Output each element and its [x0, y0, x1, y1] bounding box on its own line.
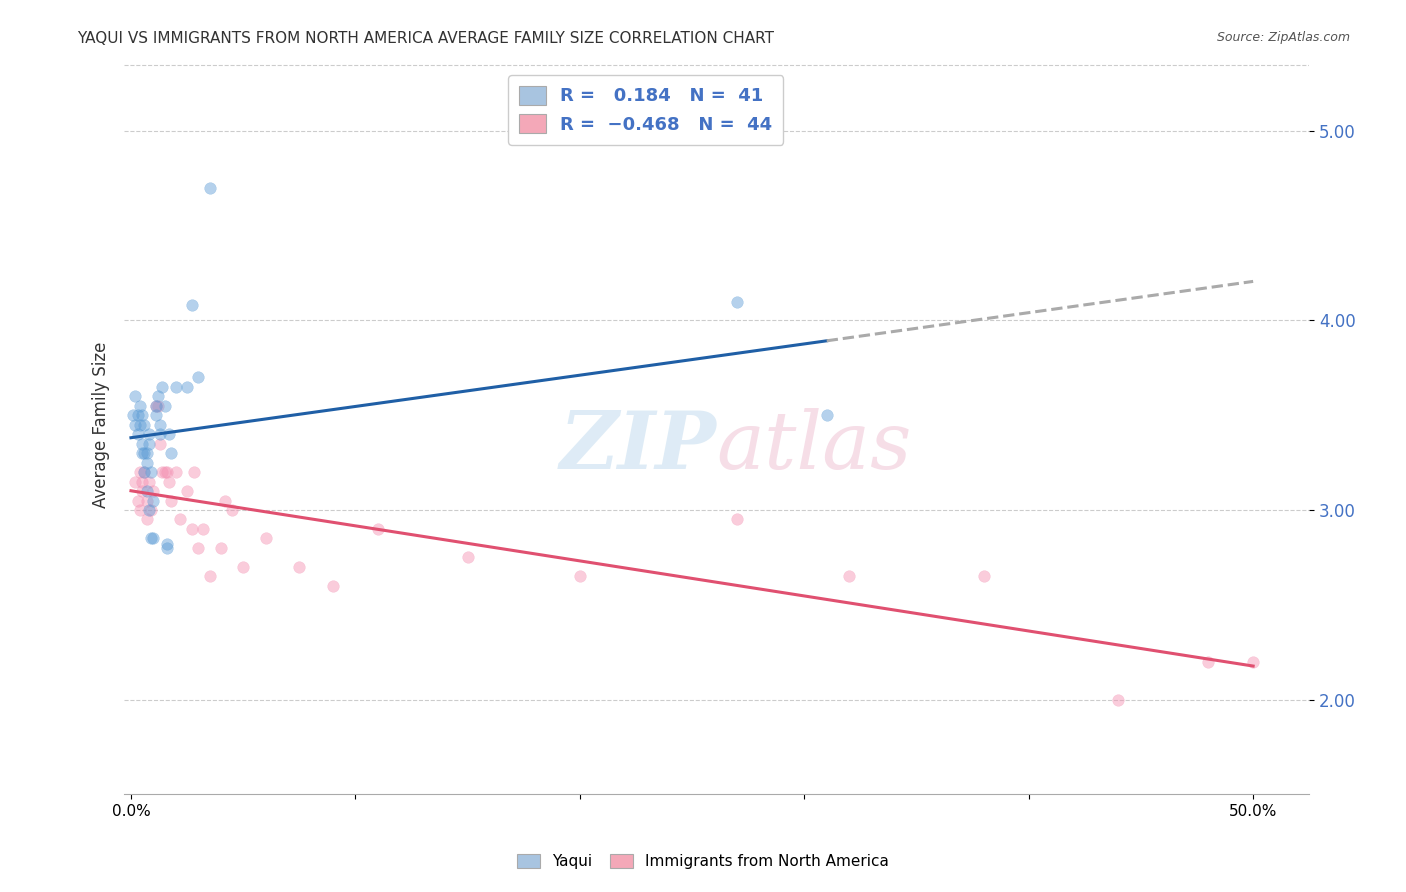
Point	[135, 456, 157, 470]
Point	[209, 541, 232, 555]
Point	[127, 493, 149, 508]
Point	[180, 298, 202, 312]
Text: YAQUI VS IMMIGRANTS FROM NORTH AMERICA AVERAGE FAMILY SIZE CORRELATION CHART: YAQUI VS IMMIGRANTS FROM NORTH AMERICA A…	[77, 31, 775, 46]
Point	[156, 465, 179, 479]
Point	[134, 417, 156, 432]
Text: atlas: atlas	[717, 409, 912, 485]
Point	[124, 389, 146, 403]
Point	[815, 409, 838, 423]
Point	[150, 465, 173, 479]
Point	[221, 503, 243, 517]
Point	[176, 380, 198, 394]
Point	[131, 475, 153, 489]
Point	[142, 493, 165, 508]
Point	[165, 380, 187, 394]
Point	[149, 427, 172, 442]
Point	[146, 399, 169, 413]
Point	[138, 503, 160, 517]
Point	[156, 541, 179, 555]
Point	[176, 484, 198, 499]
Point	[131, 409, 153, 423]
Point	[169, 512, 191, 526]
Point	[134, 465, 156, 479]
Point	[142, 532, 165, 546]
Point	[153, 465, 176, 479]
Point	[124, 475, 146, 489]
Text: ZIP: ZIP	[560, 409, 717, 485]
Text: Source: ZipAtlas.com: Source: ZipAtlas.com	[1216, 31, 1350, 45]
Point	[129, 399, 152, 413]
Point	[187, 541, 209, 555]
Point	[122, 409, 145, 423]
Point	[146, 389, 169, 403]
Point	[288, 559, 311, 574]
Point	[135, 493, 157, 508]
Point	[127, 409, 149, 423]
Point	[214, 493, 236, 508]
Point	[131, 484, 153, 499]
Point	[138, 427, 160, 442]
Point	[156, 537, 179, 551]
Point	[568, 569, 591, 583]
Point	[187, 370, 209, 384]
Point	[149, 436, 172, 450]
Point	[141, 503, 163, 517]
Point	[134, 465, 156, 479]
Point	[135, 484, 157, 499]
Point	[157, 427, 180, 442]
Point	[138, 475, 160, 489]
Point	[135, 512, 157, 526]
Point	[232, 559, 254, 574]
Point	[725, 294, 748, 309]
Point	[1197, 655, 1219, 669]
Point	[145, 399, 167, 413]
Point	[180, 522, 202, 536]
Point	[141, 532, 163, 546]
Point	[134, 446, 156, 460]
Point	[160, 493, 183, 508]
Point	[149, 417, 172, 432]
Point	[725, 512, 748, 526]
Point	[142, 484, 165, 499]
Point	[129, 417, 152, 432]
Y-axis label: Average Family Size: Average Family Size	[93, 342, 110, 508]
Point	[254, 532, 277, 546]
Point	[367, 522, 389, 536]
Point	[838, 569, 860, 583]
Point	[198, 181, 221, 195]
Point	[127, 427, 149, 442]
Point	[1241, 655, 1264, 669]
Point	[198, 569, 221, 583]
Point	[131, 446, 153, 460]
Point	[153, 399, 176, 413]
Point	[135, 446, 157, 460]
Point	[129, 503, 152, 517]
Point	[129, 465, 152, 479]
Point	[141, 465, 163, 479]
Point	[138, 436, 160, 450]
Point	[145, 409, 167, 423]
Point	[145, 399, 167, 413]
Legend: R =   0.184   N =  41, R =  −0.468   N =  44: R = 0.184 N = 41, R = −0.468 N = 44	[508, 75, 783, 145]
Legend: Yaqui, Immigrants from North America: Yaqui, Immigrants from North America	[510, 848, 896, 875]
Point	[183, 465, 205, 479]
Point	[973, 569, 995, 583]
Point	[457, 550, 479, 565]
Point	[157, 475, 180, 489]
Point	[322, 579, 344, 593]
Point	[131, 436, 153, 450]
Point	[160, 446, 183, 460]
Point	[150, 380, 173, 394]
Point	[124, 417, 146, 432]
Point	[191, 522, 214, 536]
Point	[165, 465, 187, 479]
Point	[1108, 692, 1130, 706]
